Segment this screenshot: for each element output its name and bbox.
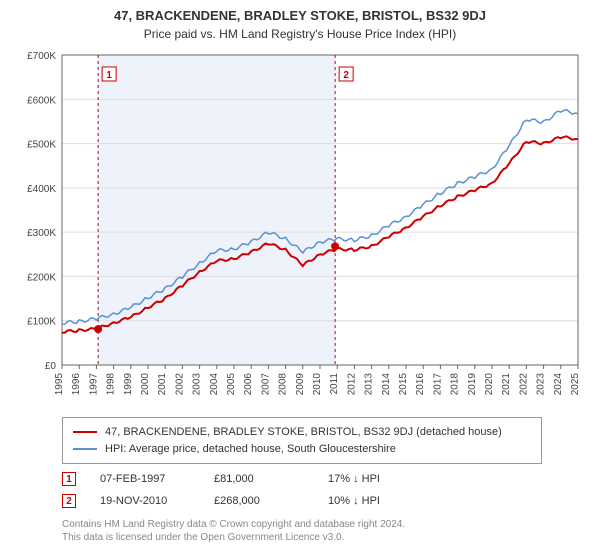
marker-badge: 1 xyxy=(62,472,76,486)
svg-text:2000: 2000 xyxy=(140,373,151,396)
legend-item: HPI: Average price, detached house, Sout… xyxy=(73,441,531,458)
svg-text:1995: 1995 xyxy=(54,373,65,396)
svg-text:2020: 2020 xyxy=(484,373,495,396)
svg-text:2011: 2011 xyxy=(329,373,340,395)
svg-text:£300K: £300K xyxy=(27,228,56,239)
svg-text:2006: 2006 xyxy=(243,373,254,396)
svg-text:2017: 2017 xyxy=(432,373,443,396)
sale-delta: 17% ↓ HPI xyxy=(328,473,418,485)
svg-text:2024: 2024 xyxy=(553,373,564,396)
svg-text:2010: 2010 xyxy=(312,373,323,396)
svg-text:2021: 2021 xyxy=(501,373,512,396)
legend-label: 47, BRACKENDENE, BRADLEY STOKE, BRISTOL,… xyxy=(105,424,502,441)
svg-text:2018: 2018 xyxy=(450,373,461,396)
legend: 47, BRACKENDENE, BRADLEY STOKE, BRISTOL,… xyxy=(62,417,542,464)
svg-text:1: 1 xyxy=(106,70,112,81)
svg-text:£400K: £400K xyxy=(27,184,56,195)
svg-text:£500K: £500K xyxy=(27,140,56,151)
legend-swatch xyxy=(73,431,97,433)
svg-text:2013: 2013 xyxy=(364,373,375,396)
svg-text:£700K: £700K xyxy=(27,51,56,62)
svg-text:2002: 2002 xyxy=(174,373,185,396)
footer-attribution: Contains HM Land Registry data © Crown c… xyxy=(62,518,588,544)
svg-text:1998: 1998 xyxy=(106,373,117,396)
svg-text:2019: 2019 xyxy=(467,373,478,396)
svg-text:2012: 2012 xyxy=(346,373,357,396)
legend-item: 47, BRACKENDENE, BRADLEY STOKE, BRISTOL,… xyxy=(73,424,531,441)
legend-label: HPI: Average price, detached house, Sout… xyxy=(105,441,396,458)
svg-text:2: 2 xyxy=(343,70,349,81)
svg-text:2015: 2015 xyxy=(398,373,409,396)
line-chart: £0 £100K £200K £300K £400K £500K £600K £700K 199… xyxy=(12,49,588,409)
svg-text:£0: £0 xyxy=(45,361,57,372)
svg-text:2009: 2009 xyxy=(295,373,306,396)
svg-text:2023: 2023 xyxy=(536,373,547,396)
svg-text:1996: 1996 xyxy=(71,373,82,396)
svg-text:2003: 2003 xyxy=(192,373,203,396)
sale-row: 1 07-FEB-1997 £81,000 17% ↓ HPI xyxy=(62,472,588,486)
svg-text:2004: 2004 xyxy=(209,373,220,396)
footer-line: This data is licensed under the Open Gov… xyxy=(62,531,588,544)
sale-date: 07-FEB-1997 xyxy=(100,473,190,485)
sale-delta: 10% ↓ HPI xyxy=(328,495,418,507)
chart-title: 47, BRACKENDENE, BRADLEY STOKE, BRISTOL,… xyxy=(12,8,588,23)
marker-badge: 2 xyxy=(62,494,76,508)
footer-line: Contains HM Land Registry data © Crown c… xyxy=(62,518,588,531)
svg-text:2001: 2001 xyxy=(157,373,168,396)
svg-text:2005: 2005 xyxy=(226,373,237,396)
svg-text:2025: 2025 xyxy=(570,373,581,396)
svg-text:2022: 2022 xyxy=(518,373,529,396)
svg-text:£200K: £200K xyxy=(27,272,56,283)
sale-price: £81,000 xyxy=(214,473,304,485)
sale-price: £268,000 xyxy=(214,495,304,507)
chart-subtitle: Price paid vs. HM Land Registry's House … xyxy=(12,27,588,41)
svg-text:2014: 2014 xyxy=(381,373,392,396)
sale-date: 19-NOV-2010 xyxy=(100,495,190,507)
legend-swatch xyxy=(73,448,97,450)
svg-text:2016: 2016 xyxy=(415,373,426,396)
svg-text:2008: 2008 xyxy=(278,373,289,396)
svg-text:1999: 1999 xyxy=(123,373,134,396)
svg-text:2007: 2007 xyxy=(260,373,271,396)
svg-text:£600K: £600K xyxy=(27,95,56,106)
svg-text:£100K: £100K xyxy=(27,317,56,328)
chart-svg: £0 £100K £200K £300K £400K £500K £600K £700K 199… xyxy=(12,49,588,409)
sale-row: 2 19-NOV-2010 £268,000 10% ↓ HPI xyxy=(62,494,588,508)
svg-text:1997: 1997 xyxy=(88,373,99,396)
